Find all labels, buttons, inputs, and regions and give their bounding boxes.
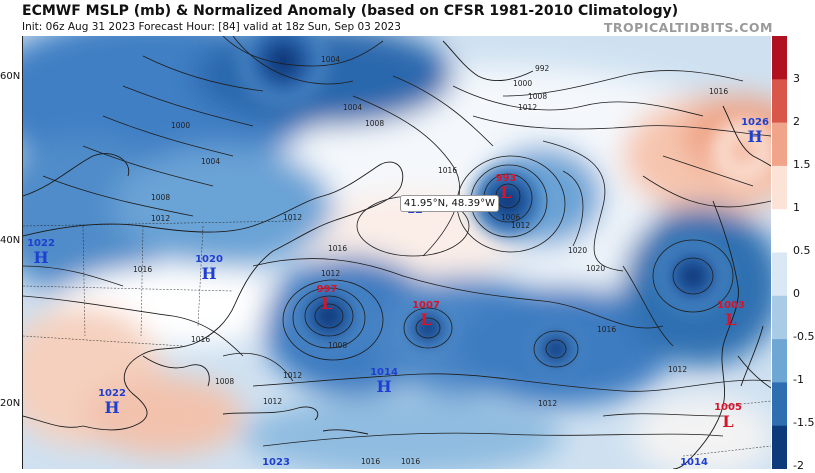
pressure-letter: L	[722, 412, 734, 431]
colorbar-swatch	[772, 209, 787, 253]
colorbar-swatch	[772, 382, 787, 427]
pressure-center-high: 1020 H	[192, 254, 226, 282]
pressure-value: 993	[495, 173, 517, 184]
contour-label: 1004	[321, 55, 340, 64]
header: ECMWF MSLP (mb) & Normalized Anomaly (ba…	[0, 0, 815, 36]
contour-label: 992	[535, 64, 550, 73]
colorbar-swatches	[772, 36, 787, 470]
colorbar-swatch	[772, 339, 787, 383]
pressure-center-value: 1014	[676, 457, 712, 469]
pressure-letter: L	[321, 294, 333, 313]
contour-label: 1012	[321, 269, 340, 278]
contour-label: 1012	[283, 213, 302, 222]
colorbar-tick-label: 2	[793, 115, 800, 128]
contour-label: 1016	[597, 325, 616, 334]
contour-label: 1008	[528, 92, 547, 101]
pressure-center-high: 1022 H	[24, 238, 58, 266]
pressure-center-low: 1003 L	[713, 300, 749, 328]
latitude-label-20n: 20N	[0, 398, 21, 409]
pressure-value: 1022	[27, 238, 55, 249]
contour-label: 1012	[151, 214, 170, 223]
contour-label: 1006	[501, 213, 520, 222]
pressure-center-low: 997 L	[312, 284, 342, 312]
pressure-value: 1014	[680, 457, 708, 468]
pressure-value: 1007	[412, 300, 440, 311]
contour-label: 1004	[201, 157, 220, 166]
colorbar-tick-label: 0	[793, 287, 800, 300]
mslp-anomaly-map[interactable]: 992 1000 1008 1012 1016 1004 1000 1004 1…	[22, 36, 771, 469]
coordinate-tooltip: 41.95°N, 48.39°W	[400, 195, 499, 212]
pressure-center-high: 1026 H	[738, 117, 772, 145]
contour-label: 1016	[328, 244, 347, 253]
map-subtitle: Init: 06z Aug 31 2023 Forecast Hour: [84…	[22, 21, 401, 33]
pressure-letter: L	[725, 310, 737, 329]
borders	[23, 220, 771, 457]
pressure-center-low: 993 L	[491, 173, 521, 201]
pressure-letter: L	[420, 310, 432, 329]
pressure-center-low: 1005 L	[710, 402, 746, 430]
colorbar-tick-label: 1	[793, 201, 800, 214]
pressure-value: 1022	[98, 388, 126, 399]
colorbar-swatch	[772, 252, 787, 297]
brand-watermark[interactable]: TROPICALTIDBITS.COM	[603, 20, 773, 35]
colorbar-swatch	[772, 165, 787, 210]
contour-label: 1016	[361, 457, 380, 466]
colorbar-tick-label: -2	[793, 459, 804, 472]
contour-label: 1012	[518, 103, 537, 112]
pressure-value: 1014	[370, 367, 398, 378]
latitude-label-60n: 60N	[0, 71, 21, 82]
pressure-value: 1023	[262, 457, 290, 468]
contour-label: 1016	[401, 457, 420, 466]
colorbar-tick-label: 1.5	[793, 158, 811, 171]
contour-label: 1008	[215, 377, 234, 386]
anomaly-colorbar	[772, 36, 787, 470]
contour-label: 1012	[283, 371, 302, 380]
pressure-letter: L	[500, 183, 512, 202]
contour-label: 1016	[709, 87, 728, 96]
contour-label: 1004	[343, 103, 362, 112]
contour-label: 1016	[438, 166, 457, 175]
pressure-value: 1020	[195, 254, 223, 265]
colorbar-swatch	[772, 295, 787, 340]
contour-label: 1008	[151, 193, 170, 202]
pressure-value: 1005	[714, 402, 742, 413]
pressure-letter: H	[747, 127, 763, 146]
contour-label: 1008	[365, 119, 384, 128]
colorbar-swatch	[772, 36, 787, 80]
contour-label-group: 992 1000 1008 1012 1016 1004 1000 1004 1…	[133, 55, 728, 466]
contour-label: 1012	[668, 365, 687, 374]
contour-label: 1012	[263, 397, 282, 406]
pressure-letter: H	[376, 377, 392, 396]
map-title: ECMWF MSLP (mb) & Normalized Anomaly (ba…	[22, 3, 679, 19]
pressure-value: 1003	[717, 300, 745, 311]
colorbar-tick-label: -1.5	[793, 416, 815, 429]
contour-label: 1016	[133, 265, 152, 274]
colorbar-swatch	[772, 122, 787, 167]
pressure-letter: H	[33, 248, 49, 267]
contour-label: 1020	[586, 264, 605, 273]
colorbar-swatch	[772, 79, 787, 124]
pressure-center-value: 1023	[258, 457, 294, 469]
pressure-value: 1026	[741, 117, 769, 128]
contour-label: 1008	[328, 341, 347, 350]
coastlines	[23, 40, 771, 469]
pressure-value: 997	[316, 284, 338, 295]
colorbar-swatch	[772, 425, 787, 470]
pressure-center-high: 1022 H	[94, 388, 130, 416]
contour-label: 1000	[171, 121, 190, 130]
contour-label: 1016	[191, 335, 210, 344]
contour-label: 1000	[513, 79, 532, 88]
pressure-center-high: 1014 H	[366, 367, 402, 395]
pressure-letter: H	[104, 398, 120, 417]
colorbar-tick-label: -0.5	[793, 330, 815, 343]
colorbar-tick-label: 0.5	[793, 244, 811, 257]
colorbar-tick-label: 3	[793, 72, 800, 85]
colorbar-tick-label: -1	[793, 373, 804, 386]
contour-label: 1012	[511, 221, 530, 230]
latitude-label-40n: 40N	[0, 235, 21, 246]
pressure-center-low: 1007 L	[408, 300, 444, 328]
contour-label: 1012	[538, 399, 557, 408]
contour-label: 1020	[568, 246, 587, 255]
pressure-letter: H	[201, 264, 217, 283]
